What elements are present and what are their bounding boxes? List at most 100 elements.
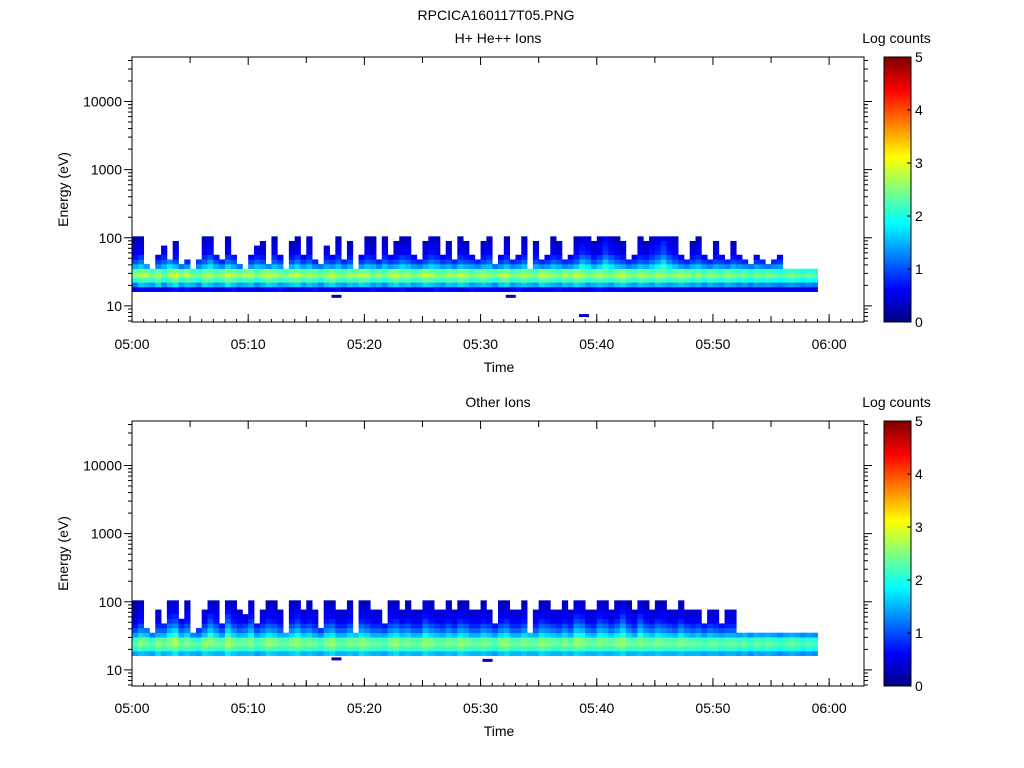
heatmap-cell [474,286,481,292]
heatmap-cell [399,637,406,642]
colorbar-segment [884,574,911,578]
heatmap-cell [271,264,278,269]
heatmap-cell [399,277,406,283]
heatmap-cell [306,646,313,652]
heatmap-cell [707,286,714,292]
heatmap-cell [620,614,627,620]
heatmap-cell [364,623,371,629]
heatmap-cell [201,609,208,615]
heatmap-cell [631,282,638,288]
heatmap-cell [625,604,633,610]
heatmap-cell [300,632,307,638]
heatmap-cell [695,268,702,274]
heatmap-cell [782,646,789,652]
heatmap-cell [376,628,383,633]
heatmap-cell [515,628,522,633]
heatmap-cell [474,268,481,274]
heatmap-cell [683,277,691,283]
heatmap-cell [602,268,609,274]
heatmap-cell [718,259,725,265]
heatmap-cell [509,646,516,652]
heatmap-cell [788,650,795,656]
heatmap-cell [178,641,185,647]
heatmap-cell [172,618,179,624]
heatmap-cell [132,268,139,274]
heatmap-cell [805,641,813,647]
heatmap-cell [195,282,203,288]
heatmap-cell [445,240,452,246]
heatmap-cell [538,286,545,292]
heatmap-cell [468,614,476,620]
heatmap-cell [649,277,656,283]
heatmap-cell [579,637,586,642]
heatmap-cell [410,618,418,624]
heatmap-cell [544,618,551,624]
colorbar-segment [884,104,911,108]
heatmap-cell [259,614,267,620]
heatmap-cell [166,623,174,629]
heatmap-cell [474,641,481,647]
heatmap-cell [701,254,708,260]
heatmap-cell [346,600,354,606]
heatmap-cell [585,637,592,642]
heatmap-cell [317,268,325,274]
heatmap-cell [550,245,557,251]
heatmap-cell [161,273,168,278]
heatmap-cell [155,254,162,260]
heatmap-cell [230,650,237,656]
heatmap-cell [213,264,220,269]
colorbar-segment [884,274,911,278]
heatmap-cell [538,600,545,606]
heatmap-cell [480,259,487,265]
colorbar-segment [884,57,911,61]
heatmap-cell [317,637,325,642]
colorbar-segment [884,139,911,143]
heatmap-cell [637,286,644,292]
heatmap-cell [532,632,540,638]
heatmap-cell [550,614,557,620]
heatmap-cell [294,277,301,283]
heatmap-cell [166,646,174,652]
heatmap-cell [742,273,749,278]
heatmap-cell [399,632,406,638]
heatmap-cell [643,264,650,269]
heatmap-cell [643,604,650,610]
heatmap-cell [457,600,464,606]
heatmap-cell [346,646,354,652]
heatmap-cell [294,268,301,274]
heatmap-cell [590,240,598,246]
heatmap-cell [620,600,627,606]
heatmap-cell [643,273,650,278]
heatmap-cell [480,614,487,620]
colorbar-segment [884,194,911,198]
heatmap-cell [248,650,255,656]
colorbar-segment [884,70,911,74]
heatmap-cell [331,294,342,298]
heatmap-cell [608,268,615,274]
heatmap-cell [498,628,505,633]
heatmap-cell [331,657,342,661]
colorbar-segment [884,168,911,172]
heatmap-cell [242,637,249,642]
heatmap-cell [515,623,522,629]
heatmap-cell [805,277,813,283]
heatmap-cell [474,277,481,283]
heatmap-cell [195,273,203,278]
heatmap-cell [184,618,191,624]
heatmap-cell [689,623,696,629]
colorbar-segment [884,577,911,581]
heatmap-cell [224,277,232,283]
x-tick-label: 05:40 [579,336,614,352]
heatmap-cell [434,623,441,629]
heatmap-cell [585,609,592,615]
heatmap-cell [579,618,586,624]
heatmap-cell [579,641,586,647]
heatmap-cell [596,646,603,652]
heatmap-cell [219,650,226,656]
heatmap-cell [678,623,685,629]
heatmap-cell [259,641,267,647]
heatmap-cell [236,264,243,269]
heatmap-cell [590,637,598,642]
heatmap-cell [707,632,714,638]
heatmap-cell [707,618,714,624]
